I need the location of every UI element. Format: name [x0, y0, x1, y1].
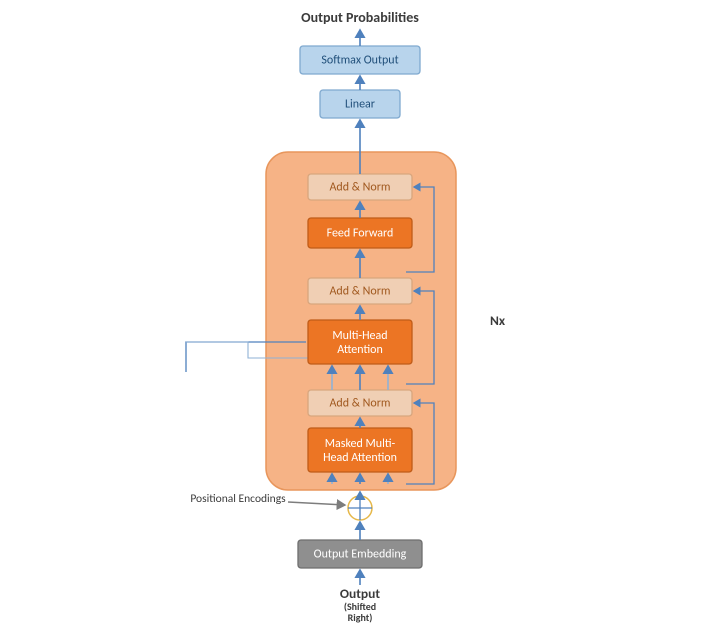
transformer-decoder-diagram: Output Embedding Masked Multi-Head Attent… [0, 0, 720, 628]
positional-encoding-add [348, 496, 372, 520]
block-addnorm1-label: Add & Norm [329, 396, 390, 410]
block-mha-label1: Multi-Head [332, 329, 387, 343]
block-linear-label: Linear [345, 97, 375, 111]
block-addnorm2-label: Add & Norm [329, 284, 390, 298]
positional-encodings-label: Positional Encodings [190, 492, 286, 506]
output-probabilities-title: Output Probabilities [301, 9, 419, 26]
block-addnorm3-label: Add & Norm [329, 180, 390, 194]
positional-arrow [288, 502, 345, 505]
block-mmha-label2: Head Attention [323, 451, 397, 465]
block-softmax-label: Softmax Output [321, 53, 398, 67]
block-mha-label2: Attention [337, 343, 383, 357]
output-subtitle2: Right) [348, 611, 373, 624]
block-ffwd-label: Feed Forward [327, 226, 394, 240]
block-embed-label: Output Embedding [314, 547, 407, 561]
block-mmha-label1: Masked Multi- [325, 437, 396, 451]
stack-multiplier-label: Nx [490, 312, 506, 329]
